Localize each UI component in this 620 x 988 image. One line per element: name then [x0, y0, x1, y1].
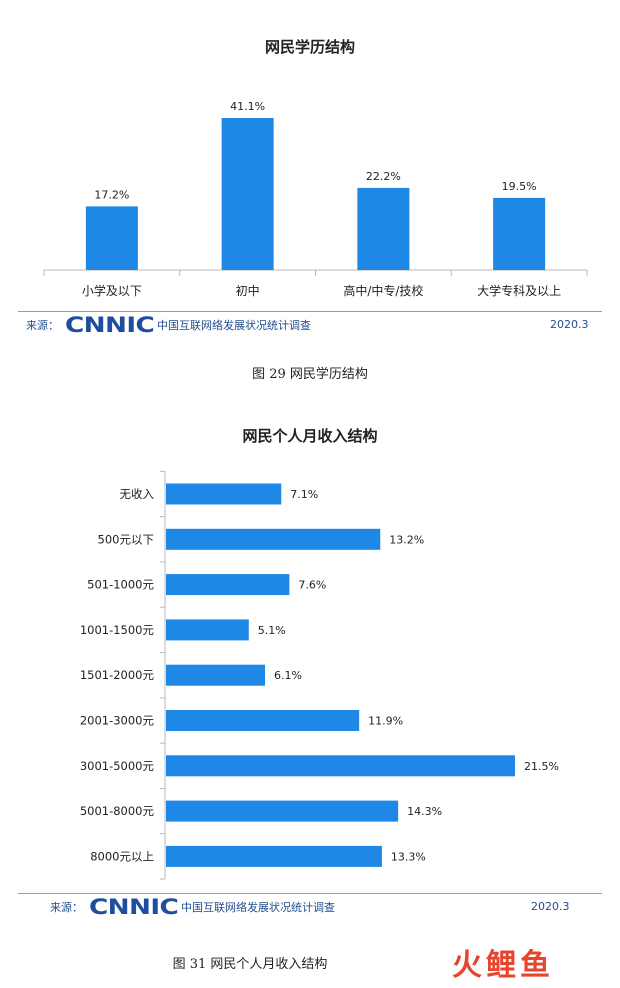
chart2-figure-caption: 图 31 网民个人月收入结构: [172, 957, 328, 972]
x-tick-label: 小学及以下: [82, 283, 142, 298]
chart2-source-label: 来源：: [50, 901, 83, 914]
chart2-date: 2020.3: [531, 900, 570, 913]
bar: [166, 845, 382, 867]
education-bar-chart: 17.2% 小学及以下 41.1% 初中 22.2% 高中/中专/技校 19.5% 大学专科及…: [43, 100, 588, 298]
watermark-logo: 火鲤鱼: [452, 948, 554, 983]
chart1-source-org: 中国互联网络发展状况统计调查: [157, 319, 311, 332]
bar-value-label: 19.5%: [502, 180, 537, 193]
chart1-source-divider: [18, 311, 602, 312]
chart1-figure-caption: 图 29 网民学历结构: [252, 367, 368, 382]
bar-value-label: 13.3%: [391, 850, 426, 863]
bar: [357, 187, 410, 270]
y-tick-label: 8000元以上: [90, 849, 154, 863]
chart2-title: 网民个人月收入结构: [242, 427, 378, 445]
bar-value-label: 6.1%: [274, 669, 302, 682]
bar-value-label: 5.1%: [258, 624, 286, 637]
y-tick-label: 2001-3000元: [80, 714, 155, 728]
chart1-title: 网民学历结构: [264, 38, 355, 56]
bar-value-label: 14.3%: [407, 805, 442, 818]
bar: [166, 755, 515, 777]
x-tick-label: 大学专科及以上: [477, 283, 561, 298]
bar: [166, 664, 266, 686]
chart1-date: 2020.3: [550, 318, 589, 331]
y-tick-label: 3001-5000元: [80, 759, 155, 773]
bar: [166, 574, 290, 596]
y-tick-label: 1501-2000元: [80, 668, 155, 682]
bar: [493, 197, 546, 270]
x-tick-label: 初中: [236, 283, 260, 298]
bar-value-label: 11.9%: [368, 715, 403, 728]
bar-value-label: 13.2%: [389, 533, 424, 546]
y-tick-label: 1001-1500元: [80, 623, 155, 637]
bar-value-label: 41.1%: [230, 100, 265, 113]
x-tick-label: 高中/中专/技校: [343, 283, 423, 298]
y-tick-label: 无收入: [120, 487, 155, 501]
bar-value-label: 7.1%: [290, 488, 318, 501]
chart1-source-line: 来源： CNNIC 中国互联网络发展状况统计调查: [26, 313, 311, 337]
bar: [85, 206, 138, 270]
y-tick-label: 501-1000元: [87, 578, 154, 592]
bar: [166, 619, 249, 641]
income-bar-chart: 7.1% 无收入 13.2% 500元以下 7.6% 501-1000元 5.1% 1001-…: [80, 470, 559, 880]
chart2-source-org: 中国互联网络发展状况统计调查: [181, 901, 335, 914]
bar: [166, 800, 399, 822]
chart1-source-label: 来源：: [26, 319, 59, 332]
chart2-source-divider: [18, 893, 602, 894]
cnnic-logo: CNNIC: [65, 313, 155, 337]
bar-value-label: 22.2%: [366, 170, 401, 183]
bar-value-label: 17.2%: [94, 188, 129, 201]
bar: [166, 710, 360, 731]
chart2-source-line: 来源： CNNIC 中国互联网络发展状况统计调查: [50, 895, 335, 919]
bar: [221, 118, 274, 270]
bar: [166, 483, 282, 505]
bar-value-label: 7.6%: [298, 579, 326, 592]
cnnic-logo: CNNIC: [89, 895, 179, 919]
y-tick-label: 5001-8000元: [80, 804, 155, 818]
y-tick-label: 500元以下: [98, 532, 154, 546]
bar-value-label: 21.5%: [524, 760, 559, 773]
bar: [166, 528, 381, 550]
